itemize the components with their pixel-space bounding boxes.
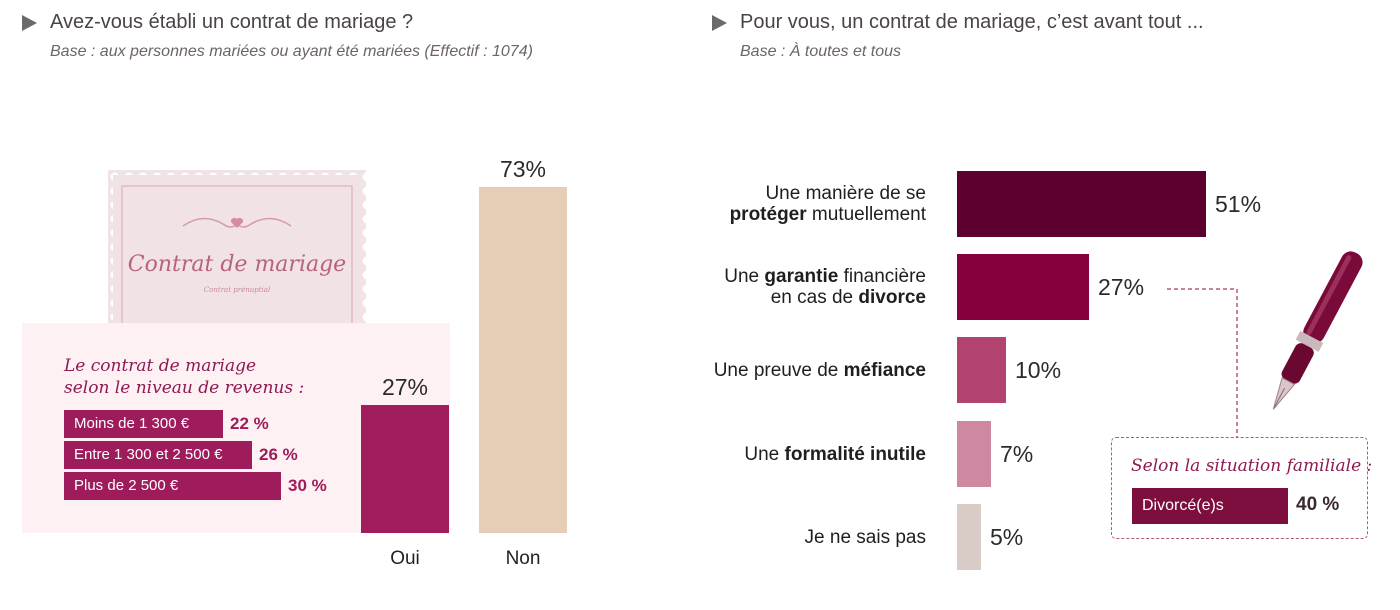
right-chart-title: Pour vous, un contrat de mariage, c’est … [740, 11, 1204, 33]
income-bar-3: Plus de 2 500 € [64, 472, 281, 500]
left-title-arrow-icon [22, 15, 37, 31]
income-bar-1: Moins de 1 300 € [64, 410, 223, 438]
hbar-value-2: 27% [1098, 274, 1145, 300]
stamp-subtitle: Contrat prénuptial [203, 286, 271, 294]
hbar-4 [957, 421, 991, 487]
right-title-arrow-icon [712, 15, 727, 31]
category-label-non: Non [506, 548, 541, 569]
hbar-1 [957, 171, 1206, 237]
stamp-background [108, 170, 366, 340]
hbar-value-4: 7% [1000, 441, 1034, 467]
heart-icon [230, 217, 244, 228]
hbar-5 [957, 504, 981, 570]
right-chart-base: Base : À toutes et tous [740, 43, 901, 60]
hbar-value-1: 51% [1215, 191, 1262, 217]
callout-bar-label: Divorcé(e)s [1142, 497, 1224, 514]
callout-value: 40 % [1296, 494, 1340, 515]
hbar-value-5: 5% [990, 524, 1024, 550]
hbar-3 [957, 337, 1006, 403]
category-label-oui: Oui [390, 548, 420, 569]
bar-oui [361, 405, 449, 533]
income-value-1: 22 % [230, 414, 269, 433]
callout-divorce-bar: Divorcé(e)s [1132, 488, 1288, 524]
hbar-value-3: 10% [1015, 357, 1062, 383]
stamp-title: Contrat de mariage [127, 252, 347, 277]
marriage-contract-stamp: Contrat de mariage Contrat prénuptial [104, 166, 370, 347]
bar-non [479, 187, 567, 533]
hbar-label-3: Une preuve de méfiance [713, 359, 926, 381]
left-chart-base: Base : aux personnes mariées ou ayant ét… [50, 43, 533, 60]
callout-connector [1167, 288, 1238, 437]
hbar-label-1: Une manière de se protéger mutuellement [729, 183, 926, 225]
fountain-pen-icon [1272, 251, 1363, 410]
income-value-3: 30 % [288, 476, 327, 495]
value-label-non: 73% [500, 156, 546, 182]
hbar-label-5: Je ne sais pas [804, 526, 926, 548]
income-bar-2: Entre 1 300 et 2 500 € [64, 441, 252, 469]
left-chart-title: Avez-vous établi un contrat de mariage ? [50, 11, 414, 33]
callout-title: Selon la situation familiale : [1131, 456, 1373, 476]
hbar-label-2: Une garantie financière en cas de divorce [724, 266, 926, 308]
married-contract-bar-chart: 27% Oui 73% Non [361, 156, 567, 569]
hbar-label-4: Une formalité inutile [744, 443, 926, 465]
value-label-oui: 27% [382, 374, 428, 400]
hbar-2 [957, 254, 1089, 320]
income-value-2: 26 % [259, 445, 298, 464]
income-box-title-line2: selon le niveau de revenus : [64, 378, 305, 398]
income-box-title-line1: Le contrat de mariage [64, 356, 257, 376]
